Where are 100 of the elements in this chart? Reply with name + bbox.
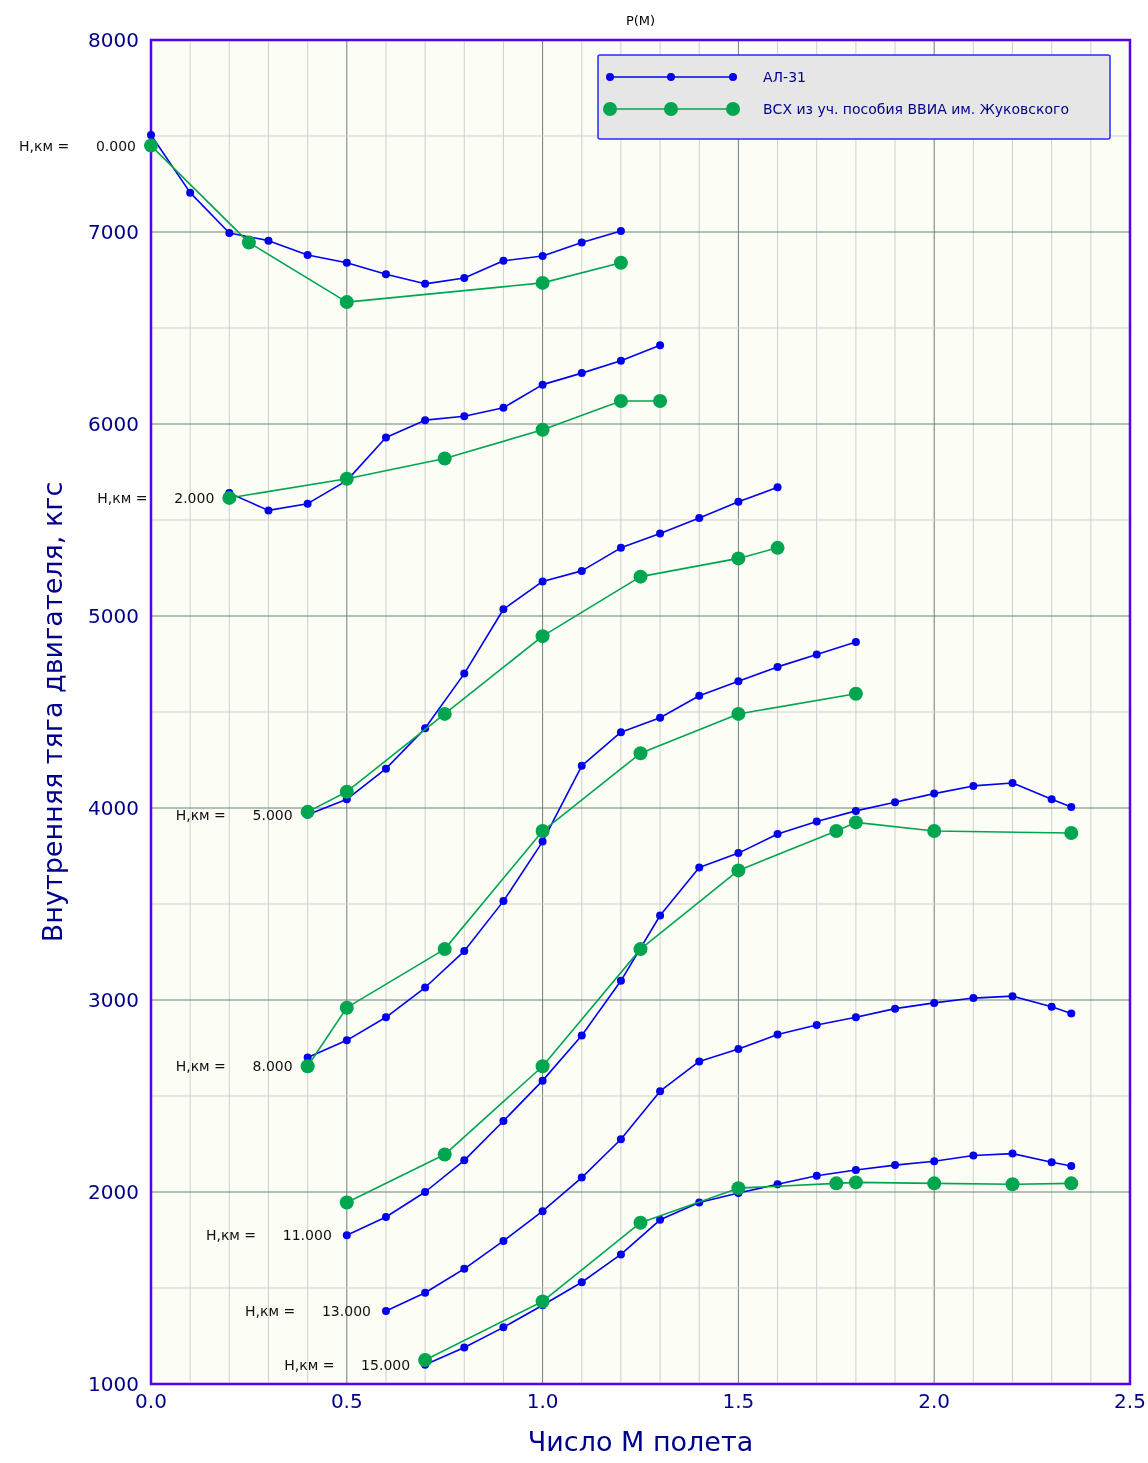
point (535, 422, 550, 437)
point (731, 1181, 746, 1196)
y-tick-label: 8000 (88, 28, 139, 52)
point (656, 911, 665, 920)
point (616, 227, 625, 236)
point (460, 274, 469, 283)
point (969, 781, 978, 790)
point (577, 1278, 586, 1287)
point (538, 1076, 547, 1085)
x-tick-label: 2.0 (918, 1389, 951, 1413)
point (927, 824, 942, 839)
point (381, 1307, 390, 1316)
point (577, 566, 586, 575)
point (613, 255, 628, 270)
point (538, 1207, 547, 1216)
point (656, 529, 665, 538)
y-axis-title: Внутренняя тяга двигателя, кгс (37, 481, 68, 943)
point (1008, 1149, 1017, 1158)
point (300, 1059, 315, 1074)
point (437, 942, 452, 957)
point (829, 824, 844, 839)
annotation: Н,км = 13.000 (245, 1303, 371, 1320)
chart-title: P(M) (625, 13, 656, 28)
point (499, 605, 508, 614)
point (734, 677, 743, 686)
point (538, 837, 547, 846)
point (1047, 1002, 1056, 1011)
point (969, 994, 978, 1003)
point (499, 1323, 508, 1332)
point (418, 1353, 433, 1367)
point (186, 188, 195, 197)
point (381, 764, 390, 773)
point (891, 798, 900, 807)
point (147, 131, 155, 140)
point (1047, 1158, 1056, 1167)
point (535, 275, 550, 290)
legend-label: ВСХ из уч. пособия ВВИА им. Жуковского (763, 101, 1070, 117)
point (460, 669, 469, 678)
point (381, 1013, 390, 1022)
point (812, 817, 821, 826)
point (538, 252, 547, 260)
point (577, 1173, 586, 1182)
point (930, 998, 939, 1007)
x-tick-label: 2.5 (1114, 1389, 1146, 1413)
y-tick-label: 6000 (88, 412, 139, 436)
point (241, 235, 256, 250)
point (460, 1343, 469, 1352)
y-tick-label: 5000 (88, 604, 139, 628)
point (851, 1013, 860, 1022)
point (616, 1250, 625, 1259)
point (342, 258, 351, 267)
point (460, 1156, 469, 1165)
point (633, 1215, 648, 1230)
point (535, 824, 550, 839)
point (616, 976, 625, 985)
point (437, 451, 452, 466)
point (300, 804, 315, 819)
point (851, 1165, 860, 1174)
point (460, 947, 469, 956)
point (1008, 992, 1017, 1001)
point (695, 514, 704, 523)
point (773, 1030, 782, 1039)
point (577, 1031, 586, 1040)
point (616, 543, 625, 552)
point (734, 497, 743, 506)
point (734, 1044, 743, 1053)
point (930, 1157, 939, 1166)
point (437, 1147, 452, 1162)
point (851, 806, 860, 815)
point (851, 637, 860, 646)
point (1064, 1176, 1079, 1191)
point (969, 1151, 978, 1160)
point (535, 629, 550, 644)
point (1067, 803, 1076, 812)
point (848, 815, 863, 830)
point (891, 1161, 900, 1170)
point (339, 1195, 354, 1210)
annotation: Н,км = 0.000 (19, 137, 136, 154)
point (339, 1000, 354, 1015)
point (535, 1059, 550, 1074)
point (303, 251, 312, 260)
point (930, 789, 939, 798)
point (499, 403, 508, 412)
point (460, 1264, 469, 1273)
point (1067, 1162, 1076, 1171)
point (538, 577, 547, 586)
point (460, 412, 469, 421)
x-tick-label: 1.5 (722, 1389, 755, 1413)
point (616, 356, 625, 365)
point (535, 1294, 550, 1309)
point (381, 270, 390, 279)
annotation: Н,км = 11.000 (205, 1227, 332, 1244)
point (1005, 1177, 1020, 1192)
point (381, 433, 390, 442)
point (734, 849, 743, 858)
point (656, 341, 665, 350)
point (616, 1135, 625, 1144)
point (381, 1212, 390, 1221)
x-tick-label: 0.5 (330, 1389, 363, 1413)
y-tick-label: 3000 (88, 988, 139, 1012)
